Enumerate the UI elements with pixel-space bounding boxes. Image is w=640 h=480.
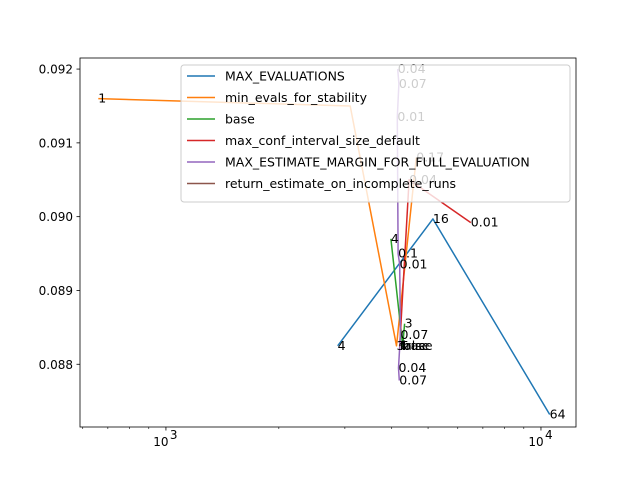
legend: MAX_EVALUATIONS min_evals_for_stabilityba… [180,64,571,203]
point-label: 64 [550,406,566,421]
series-point-5 [398,345,401,347]
legend-entry-1: min_evals_for_stability [225,90,368,105]
legend-entry-5: return_estimate_on_incomplete_runs [225,176,456,191]
x-tick-label: 10 [528,435,543,449]
y-tick-label: 0.089 [39,284,73,298]
y-tick-label: 0.088 [39,358,73,372]
y-tick-label: 0.090 [39,210,73,224]
legend-entry-2: base [225,112,255,127]
legend-box [180,64,571,203]
point-label: 4 [391,231,399,246]
y-tick-label: 0.091 [39,136,73,150]
point-label: 3 [405,316,413,331]
point-label: 0.01 [400,257,428,272]
point-label: 0.01 [471,215,499,230]
point-label: 3 [397,338,405,353]
point-label: 0.04 [399,360,427,375]
legend-entry-0: MAX_EVALUATIONS [225,69,345,84]
legend-entry-3: max_conf_interval_size_default [225,133,420,148]
point-label: True [399,338,427,353]
plot-frame [79,57,577,428]
point-label: 0.07 [399,373,427,388]
series-line-2 [390,238,406,347]
series-line-0 [337,218,551,415]
point-label: false [400,338,430,353]
point-label: 1 [98,91,106,106]
x-tick-label: 10 [153,435,168,449]
point-label: 0.07 [400,327,428,342]
y-tick-label: 0.092 [39,63,73,77]
point-label: 16 [433,211,449,226]
x-tick-exponent: 3 [170,428,178,442]
x-tick-exponent: 4 [545,428,553,442]
point-label: 0.1 [398,246,418,261]
point-label: 4 [338,338,346,353]
legend-entry-4: MAX_ESTIMATE_MARGIN_FOR_FULL_EVALUATION [225,155,530,170]
point-label: base [403,338,433,353]
